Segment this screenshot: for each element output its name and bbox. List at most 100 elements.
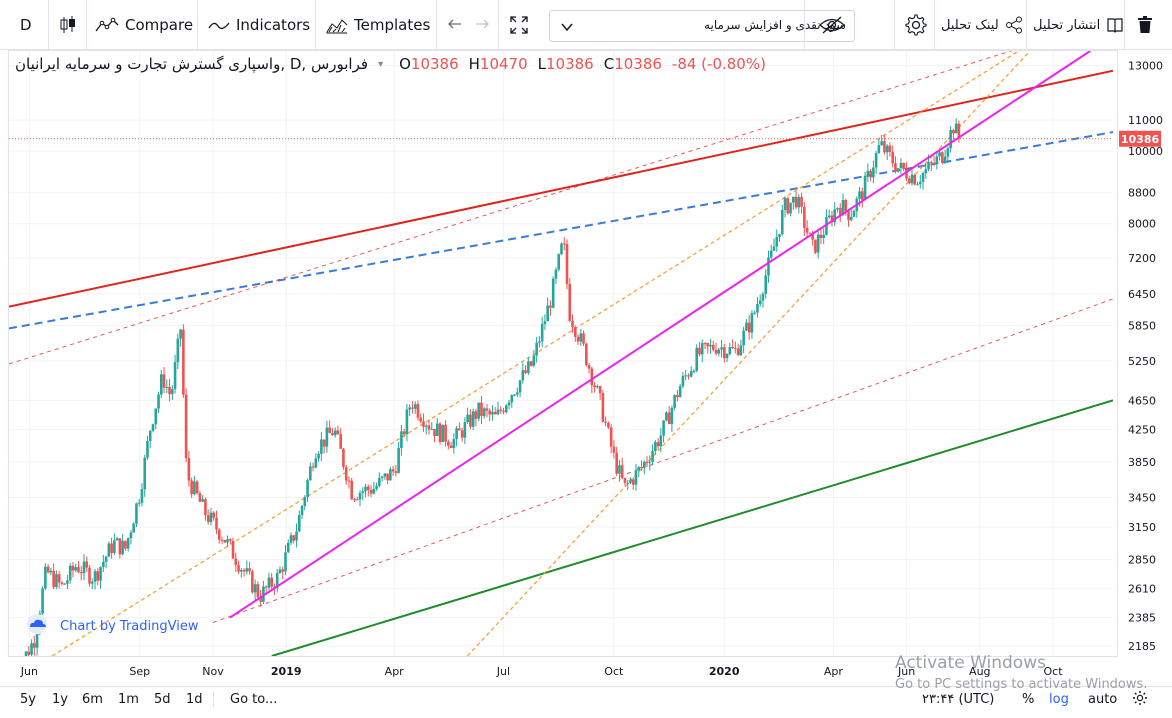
x-axis[interactable]: Jun Sep Nov 2019 Apr Jul Oct 2020 Apr Jun Aug Oct — [20, 665, 1063, 678]
candle-body — [493, 411, 497, 415]
candle-body — [99, 567, 102, 581]
candle-body — [927, 162, 930, 170]
undo-button[interactable] — [436, 0, 463, 50]
candle-body — [386, 473, 389, 481]
indicators-button[interactable]: Indicators — [197, 0, 310, 50]
y-tick-label: 10000 — [1128, 145, 1163, 158]
candle-body — [397, 447, 400, 473]
y-tick-label: 5250 — [1128, 355, 1156, 368]
trend-line-red[interactable] — [9, 69, 1113, 308]
legend-c-label: C — [603, 55, 615, 73]
candle-body — [480, 402, 483, 416]
candle-body — [295, 531, 298, 541]
candle-body — [389, 469, 392, 481]
utc-time[interactable]: ۲۳:۴۴ (UTC) — [922, 692, 995, 707]
chart-settings-icon[interactable] — [1132, 690, 1148, 710]
legend-dropdown-icon[interactable]: ▾ — [378, 58, 384, 70]
candle-body — [651, 451, 654, 462]
candle-body — [190, 480, 193, 495]
candle-body — [891, 152, 894, 164]
candle-body — [309, 466, 312, 481]
delete-button[interactable] — [1124, 0, 1153, 50]
share-link-button[interactable]: لینک تحلیل — [934, 0, 1023, 50]
candle-body — [358, 492, 362, 500]
publish-button[interactable]: انتشار تحلیل — [1026, 0, 1124, 50]
templates-icon — [326, 16, 348, 34]
candle-body — [44, 566, 47, 589]
trend-line-orange-lower[interactable] — [466, 52, 1029, 656]
trend-line-blue[interactable] — [9, 131, 1113, 330]
eye-slash-icon — [819, 16, 845, 34]
candle-body — [753, 312, 756, 314]
trend-line-green[interactable] — [271, 399, 1113, 656]
x-tick-label: Nov — [202, 665, 224, 678]
last-price-tag — [1119, 130, 1161, 147]
hide-drawings-button[interactable] — [804, 0, 845, 50]
candle-body — [135, 503, 138, 524]
candle-body — [278, 569, 282, 574]
candle-body — [176, 338, 180, 363]
candle-body — [863, 175, 867, 201]
candle-body — [193, 481, 196, 495]
compare-button[interactable]: Compare — [86, 0, 193, 50]
trend-line-red-dotted-upper[interactable] — [9, 19, 1113, 365]
range-6m[interactable]: 6m — [82, 692, 103, 707]
candle-body — [165, 386, 169, 388]
y-axis[interactable]: 13000 11000 10000 8800 8000 7200 6450 5850 5250 4… — [1119, 60, 1163, 653]
candle-body — [518, 380, 522, 393]
candle-body — [607, 422, 610, 428]
settings-button[interactable] — [894, 0, 927, 50]
auto-toggle[interactable]: auto — [1088, 692, 1118, 707]
candle-body — [756, 304, 759, 313]
goto-button[interactable]: Go to... — [213, 692, 277, 707]
trend-line-magenta[interactable] — [229, 51, 1091, 619]
trend-line-orange-upper[interactable] — [51, 42, 1034, 656]
candle-body — [670, 407, 674, 425]
compare-label: Compare — [125, 16, 194, 34]
trend-line-red-dotted-lower[interactable] — [212, 298, 1113, 623]
candle-body — [665, 412, 668, 421]
candle-body — [739, 345, 743, 356]
candle-body — [805, 227, 809, 233]
range-1m[interactable]: 1m — [118, 692, 139, 707]
x-tick-label: Oct — [604, 665, 624, 678]
candle-body — [55, 574, 58, 588]
chart-pane[interactable] — [8, 50, 1118, 657]
candle-body — [758, 300, 762, 305]
candle-body — [33, 643, 36, 648]
log-toggle[interactable]: log — [1049, 692, 1069, 707]
candle-body — [485, 408, 489, 411]
candle-body — [115, 538, 119, 541]
candle-body — [405, 409, 409, 435]
candle-body — [546, 305, 549, 322]
candle-body — [215, 517, 218, 530]
candle-body — [438, 423, 442, 443]
candle-body — [311, 466, 315, 468]
candle-body — [907, 178, 911, 184]
candle-body — [383, 473, 387, 477]
chart-type-button[interactable] — [48, 0, 77, 50]
candle-body — [146, 440, 149, 458]
range-5y[interactable]: 5y — [20, 692, 36, 707]
range-1y[interactable]: 1y — [52, 692, 68, 707]
candle-body — [300, 506, 304, 516]
candle-body — [551, 278, 555, 308]
symbol-button[interactable]: D — [20, 0, 32, 50]
templates-button[interactable]: Templates — [315, 0, 430, 50]
fullscreen-button[interactable] — [498, 0, 529, 50]
candle-body — [212, 512, 216, 518]
price-chart[interactable]: 13000 11000 10000 8800 8000 7200 6450 5850 5250 4… — [0, 0, 1172, 686]
tradingview-attribution[interactable]: Chart by TradingView — [22, 614, 198, 638]
candle-body — [322, 439, 326, 447]
candle-body — [811, 232, 814, 240]
range-5d[interactable]: 5d — [154, 692, 171, 707]
percent-toggle[interactable]: % — [1022, 692, 1035, 707]
candle-body — [532, 355, 536, 366]
range-1d[interactable]: 1d — [186, 692, 203, 707]
search-input[interactable]: سود نقدی و افزایش سرمایه — [549, 10, 855, 42]
share-icon — [1005, 16, 1023, 34]
candle-body — [253, 584, 257, 593]
redo-button[interactable] — [474, 0, 490, 50]
x-tick-label: Jul — [496, 665, 510, 678]
candle-body — [833, 209, 837, 223]
